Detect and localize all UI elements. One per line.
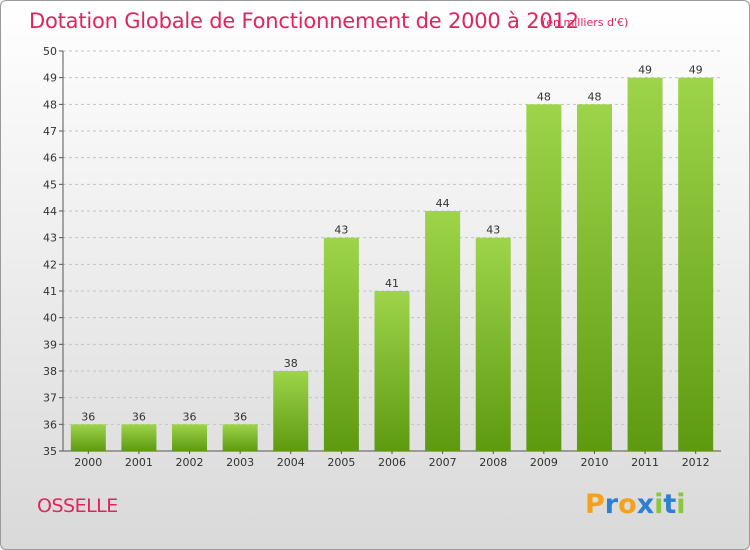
commune-name: OSSELLE [37, 495, 118, 517]
x-tick-label-2009: 2009 [530, 456, 558, 469]
value-label-2003: 36 [233, 410, 247, 423]
value-label-2000: 36 [81, 410, 95, 423]
x-tick-label-2000: 2000 [74, 456, 102, 469]
y-tick-label: 39 [43, 338, 57, 351]
value-label-2001: 36 [132, 410, 146, 423]
bar-2001 [121, 424, 157, 451]
x-tick-label-2012: 2012 [682, 456, 710, 469]
value-label-2011: 49 [638, 64, 652, 77]
logo-letter: r [604, 489, 619, 520]
logo-letter: P [585, 489, 605, 520]
bar-2005 [323, 237, 359, 451]
logo-letter: x [636, 489, 655, 520]
value-label-2004: 38 [284, 357, 298, 370]
y-tick-label: 41 [43, 285, 57, 298]
value-label-2002: 36 [183, 410, 197, 423]
bar-2004 [273, 371, 309, 451]
bars [70, 77, 714, 452]
value-label-2008: 43 [486, 224, 500, 237]
value-label-2007: 44 [436, 197, 450, 210]
value-label-2010: 48 [587, 90, 601, 103]
logo-letter: i [654, 489, 664, 520]
y-tick-label: 40 [43, 312, 57, 325]
x-tick-label-2006: 2006 [378, 456, 406, 469]
bar-2012 [678, 77, 714, 452]
x-tick-label-2011: 2011 [631, 456, 659, 469]
logo-letter: o [618, 489, 637, 520]
logo-letter: t [663, 489, 677, 520]
x-tick-labels: 2000 2001 2002 2003 2004 2005 2006 2007 2008 2009… [74, 456, 709, 469]
bar-2010 [576, 104, 612, 451]
value-label-2005: 43 [334, 224, 348, 237]
y-tick-label: 48 [43, 98, 57, 111]
x-tick-label-2004: 2004 [277, 456, 305, 469]
x-tick-label-2003: 2003 [226, 456, 254, 469]
y-tick-label: 38 [43, 365, 57, 378]
y-tick-label: 46 [43, 152, 57, 165]
bar-2007 [425, 211, 461, 451]
value-labels: 36 36 36 36 38 43 41 44 43 48 48 49 49 [81, 64, 702, 424]
bar-2006 [374, 291, 410, 451]
bar-2011 [627, 77, 663, 452]
y-tick-label: 47 [43, 125, 57, 138]
proxiti-logo: Proxiti [585, 489, 686, 520]
chart-title: Dotation Globale de Fonctionnement de 20… [29, 9, 579, 33]
x-tick-label-2005: 2005 [327, 456, 355, 469]
y-tick-label: 45 [43, 178, 57, 191]
y-tick-label: 49 [43, 72, 57, 85]
value-label-2012: 49 [689, 64, 703, 77]
y-tick-label: 43 [43, 232, 57, 245]
bar-2000 [70, 424, 106, 451]
y-tick-label: 50 [43, 45, 57, 58]
x-tick-label-2008: 2008 [479, 456, 507, 469]
bar-2008 [475, 237, 511, 451]
x-tick-label-2010: 2010 [580, 456, 608, 469]
y-tick-label: 35 [43, 445, 57, 458]
value-label-2009: 48 [537, 90, 551, 103]
x-tick-label-2007: 2007 [429, 456, 457, 469]
y-tick-label: 42 [43, 258, 57, 271]
value-label-2006: 41 [385, 277, 399, 290]
logo-letter: i [676, 489, 686, 520]
x-tick-label-2002: 2002 [176, 456, 204, 469]
units-note: (en milliers d'€) [542, 16, 629, 29]
bar-2009 [526, 104, 562, 451]
y-tick-label: 37 [43, 392, 57, 405]
bar-2003 [222, 424, 258, 451]
y-tick-label: 36 [43, 418, 57, 431]
x-tick-label-2001: 2001 [125, 456, 153, 469]
y-tick-label: 44 [43, 205, 57, 218]
y-tick-labels: 35 36 37 38 39 40 41 42 43 44 45 46 47 48 49 50 [43, 45, 57, 458]
bar-2002 [172, 424, 208, 451]
